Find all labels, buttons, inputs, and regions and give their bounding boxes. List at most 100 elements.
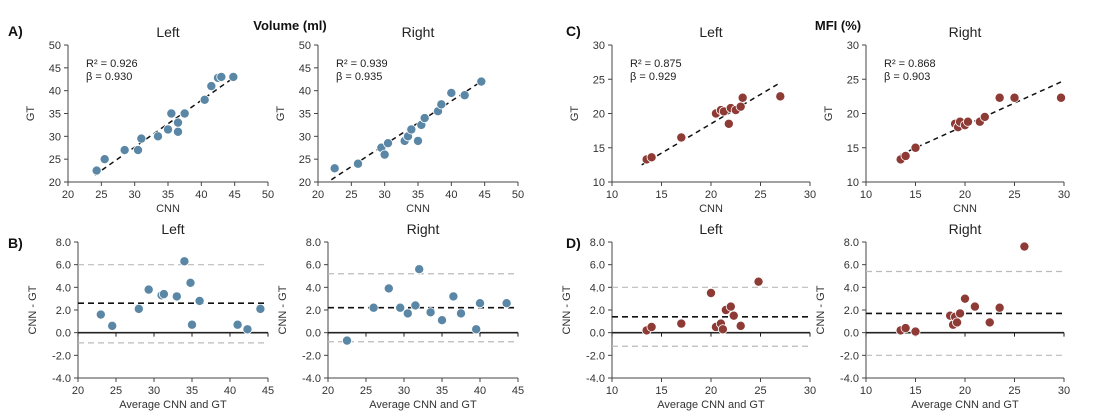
data-point <box>735 101 746 112</box>
data-point <box>955 308 966 319</box>
y-tick-label: 6.0 <box>844 260 859 272</box>
beta-annotation: β = 0.930 <box>86 71 132 83</box>
data-point <box>753 276 764 287</box>
y-tick-label: -2.0 <box>52 350 71 362</box>
data-point <box>501 298 512 309</box>
y-tick-label: 20 <box>847 109 859 121</box>
panel-label-d: D) <box>566 235 581 251</box>
y-tick-label: 35 <box>299 109 311 121</box>
data-point <box>395 302 406 313</box>
x-axis-label: Average CNN and GT <box>657 399 765 411</box>
data-point <box>216 71 227 82</box>
y-tick-label: 30 <box>49 131 61 143</box>
x-tick-label: 20 <box>62 189 74 201</box>
y-axis-label: CNN - GT <box>815 285 827 334</box>
data-point <box>717 324 728 335</box>
y-tick-label: 15 <box>847 143 859 155</box>
x-tick-label: 35 <box>436 385 448 397</box>
data-point <box>410 300 421 311</box>
x-tick-label: 10 <box>860 189 872 201</box>
panel-title: Left <box>156 24 179 40</box>
data-point <box>676 318 687 329</box>
x-axis-label: CNN <box>953 203 977 215</box>
data-point <box>646 152 657 163</box>
y-tick-label: 40 <box>299 86 311 98</box>
y-tick-label: 20 <box>49 177 61 189</box>
x-axis-label: Average CNN and GT <box>119 399 227 411</box>
x-tick-label: 35 <box>186 385 198 397</box>
y-tick-label: 8.0 <box>844 237 859 249</box>
data-point <box>95 309 106 320</box>
r-squared-annotation: R² = 0.939 <box>336 58 388 70</box>
y-tick-label: 2.0 <box>306 305 321 317</box>
y-tick-label: 35 <box>49 109 61 121</box>
data-point <box>91 165 102 176</box>
x-tick-label: 20 <box>322 385 334 397</box>
panel-label-a: A) <box>8 23 23 39</box>
x-tick-label: 50 <box>512 189 524 201</box>
x-tick-label: 20 <box>705 385 717 397</box>
y-tick-label: 4.0 <box>56 282 71 294</box>
x-tick-label: 45 <box>479 189 491 201</box>
y-tick-label: 6.0 <box>306 260 321 272</box>
y-axis-label: CNN - GT <box>27 285 39 334</box>
section-title-mfi: MFI (%) <box>815 18 861 33</box>
x-tick-label: 35 <box>412 189 424 201</box>
data-point <box>99 154 110 165</box>
data-point <box>162 124 173 135</box>
x-tick-label: 25 <box>110 385 122 397</box>
data-point <box>228 71 239 82</box>
data-point <box>132 145 143 156</box>
data-point <box>368 302 379 313</box>
data-point <box>185 277 196 288</box>
y-tick-label: 50 <box>49 40 61 52</box>
r-squared-annotation: R² = 0.875 <box>630 58 682 70</box>
data-point <box>166 108 177 119</box>
data-point <box>455 308 466 319</box>
y-tick-label: 0.0 <box>306 328 321 340</box>
y-tick-label: 20 <box>593 109 605 121</box>
y-tick-label: 25 <box>847 74 859 86</box>
x-tick-label: 30 <box>804 385 816 397</box>
data-point <box>199 94 210 105</box>
data-point <box>994 92 1005 103</box>
y-axis-label: GT <box>823 106 835 122</box>
data-point <box>107 320 118 331</box>
x-tick-label: 20 <box>312 189 324 201</box>
data-point <box>172 126 183 137</box>
x-tick-label: 45 <box>262 385 274 397</box>
x-tick-label: 20 <box>72 385 84 397</box>
y-axis-label: CNN - GT <box>277 285 289 334</box>
mfi-left-scatter-panel: Left 10 15 20 25 30 10 15 20 25 30 CNN GT R² = 0.875β… <box>569 24 816 215</box>
data-point <box>775 91 786 102</box>
data-point <box>425 307 436 318</box>
data-point <box>448 291 459 302</box>
x-tick-label: 20 <box>959 385 971 397</box>
data-point <box>232 319 243 330</box>
data-point <box>119 145 130 156</box>
vol-left-ba-panel: Left 8.0 6.0 4.0 2.0 0.0 -2.0 -4.020 25 30 35 40 45 A… <box>27 221 274 411</box>
x-axis-label: CNN <box>699 203 723 215</box>
data-point <box>242 324 253 335</box>
y-tick-label: 4.0 <box>844 282 859 294</box>
r-squared-annotation: R² = 0.926 <box>86 58 138 70</box>
x-tick-label: 40 <box>474 385 486 397</box>
y-axis-label: GT <box>275 106 287 122</box>
x-tick-label: 20 <box>959 189 971 201</box>
y-tick-label: -4.0 <box>52 373 71 385</box>
beta-annotation: β = 0.929 <box>630 71 676 83</box>
trend-line <box>641 82 781 166</box>
x-tick-label: 15 <box>909 189 921 201</box>
data-point <box>419 113 430 124</box>
x-axis-label: Average CNN and GT <box>369 399 477 411</box>
data-point <box>412 135 423 146</box>
x-tick-label: 45 <box>229 189 241 201</box>
data-point <box>952 317 963 328</box>
x-tick-label: 45 <box>512 385 524 397</box>
x-tick-label: 40 <box>195 189 207 201</box>
panel-label-b: B) <box>8 235 23 251</box>
panel-title: Left <box>161 221 184 237</box>
data-point <box>446 87 457 98</box>
mfi-left-ba-panel: Left 8.0 6.0 4.0 2.0 0.0 -2.0 -4.010 15 20 25 30 Ave… <box>561 221 816 411</box>
